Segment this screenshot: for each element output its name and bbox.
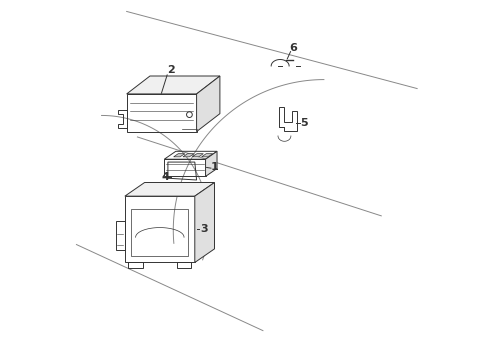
Polygon shape: [173, 154, 185, 157]
Text: 1: 1: [210, 162, 218, 172]
Polygon shape: [192, 154, 203, 157]
Polygon shape: [196, 76, 220, 132]
Polygon shape: [201, 154, 213, 157]
Polygon shape: [126, 76, 220, 94]
Polygon shape: [125, 183, 215, 196]
Text: 6: 6: [290, 43, 297, 53]
Text: 2: 2: [168, 64, 175, 75]
Polygon shape: [205, 151, 217, 176]
Text: 3: 3: [200, 225, 208, 234]
Polygon shape: [195, 183, 215, 262]
Text: 5: 5: [300, 118, 308, 128]
Text: 4: 4: [161, 172, 170, 182]
Polygon shape: [183, 154, 194, 157]
